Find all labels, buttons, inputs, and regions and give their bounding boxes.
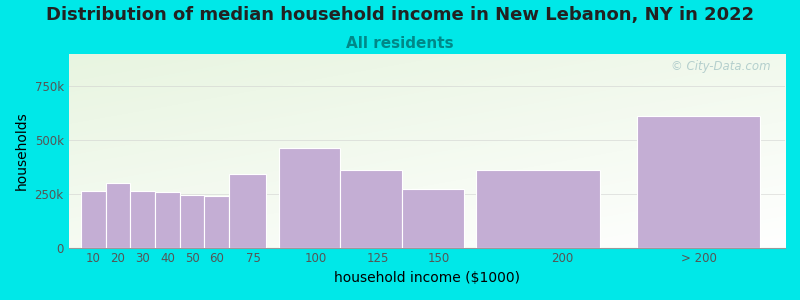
Y-axis label: households: households — [15, 111, 29, 190]
Text: © City-Data.com: © City-Data.com — [671, 60, 770, 73]
Bar — [180, 195, 205, 248]
Text: Distribution of median household income in New Lebanon, NY in 2022: Distribution of median household income … — [46, 6, 754, 24]
Bar — [476, 169, 600, 247]
Bar — [106, 183, 130, 248]
Bar — [340, 169, 402, 247]
Bar — [155, 192, 180, 248]
Text: All residents: All residents — [346, 36, 454, 51]
Bar — [637, 116, 760, 248]
Bar — [229, 175, 266, 248]
Bar — [278, 148, 340, 248]
Bar — [402, 189, 464, 248]
X-axis label: household income ($1000): household income ($1000) — [334, 271, 520, 285]
Bar — [205, 196, 229, 247]
Bar — [130, 190, 155, 248]
Bar — [81, 190, 106, 248]
